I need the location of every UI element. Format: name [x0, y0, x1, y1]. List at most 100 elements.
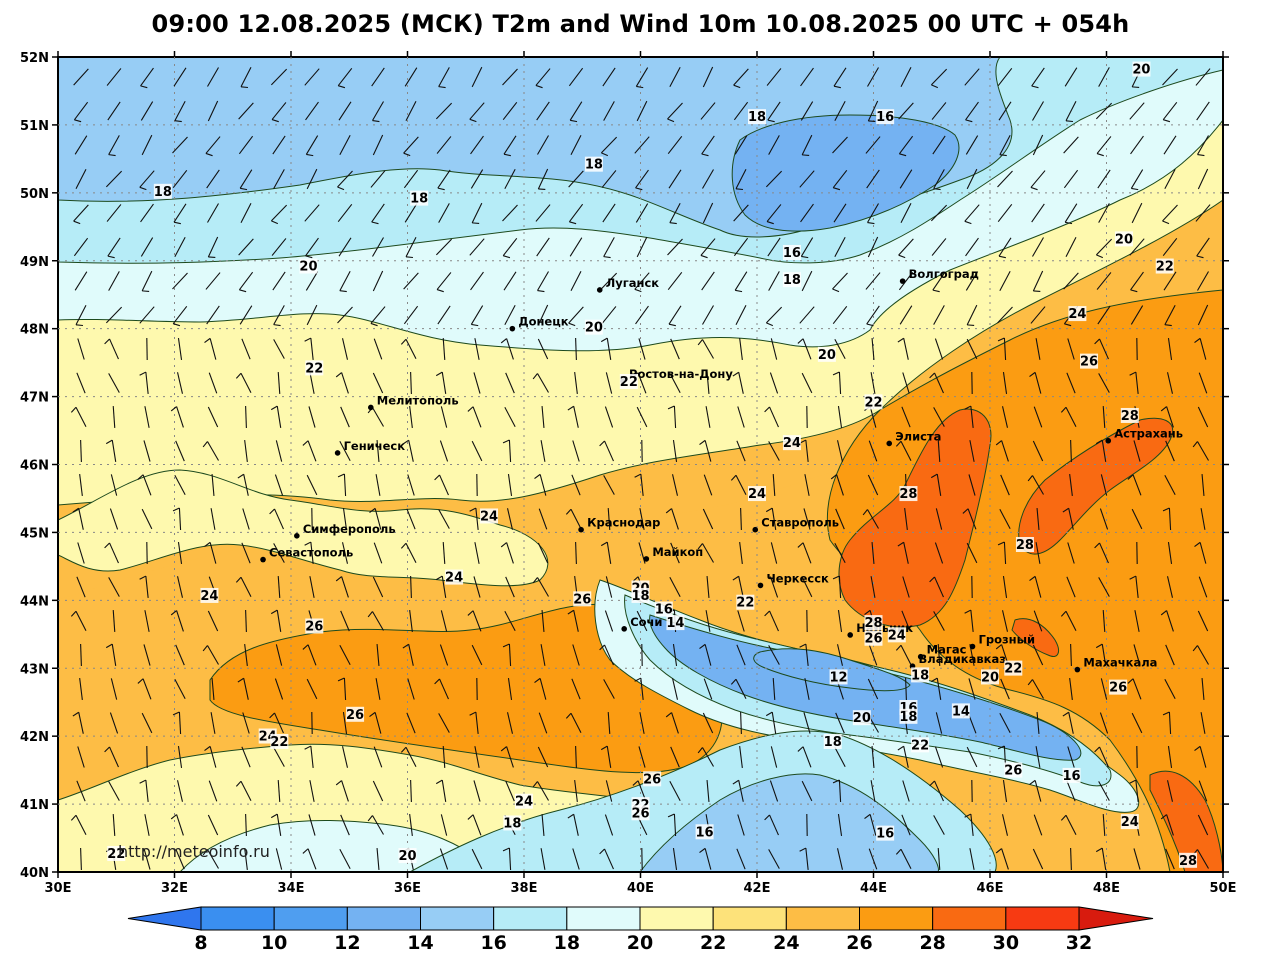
wind-barb — [1164, 679, 1176, 699]
wind-barb — [703, 678, 713, 700]
wind-barb — [1030, 170, 1046, 188]
wind-barb — [837, 610, 843, 632]
wind-barb — [404, 203, 418, 223]
wind-barb-flag — [568, 322, 576, 327]
wind-barb — [802, 542, 812, 564]
wind-barb-flag — [929, 780, 935, 787]
wind-barb — [934, 338, 944, 360]
wind-barb — [634, 136, 650, 154]
wind-barb — [606, 338, 612, 360]
wind-barb — [706, 779, 710, 803]
wind-barb — [805, 644, 809, 666]
wind-barb — [410, 779, 412, 803]
wind-barb — [505, 780, 515, 802]
city-dot — [596, 287, 603, 293]
wind-barb-flag — [1192, 645, 1198, 652]
wind-barb — [930, 68, 948, 86]
wind-barb-flag — [72, 507, 80, 513]
wind-barb — [1065, 100, 1077, 122]
wind-barb-flag — [139, 186, 147, 191]
wind-barb-flag — [237, 473, 245, 479]
wind-barb — [1001, 440, 1009, 462]
wind-barb-flag — [1196, 255, 1204, 259]
wind-barb — [207, 100, 219, 122]
wind-barb — [244, 644, 248, 666]
wind-barb — [832, 305, 848, 325]
wind-barb — [440, 406, 448, 428]
isoline-label-bg — [503, 815, 522, 831]
zone-22-24-crimea — [58, 469, 549, 587]
wind-barb — [337, 203, 353, 223]
wind-barb — [1001, 848, 1009, 870]
wind-barb — [76, 372, 86, 394]
wind-barb — [700, 102, 716, 120]
isoline-label-bg — [899, 708, 918, 724]
wind-barb — [869, 814, 877, 836]
wind-barb-flag — [999, 154, 1007, 157]
colorbar-swatch — [420, 906, 495, 931]
wind-barb — [1096, 272, 1112, 290]
wind-barb — [341, 338, 349, 360]
wind-barb-flag — [405, 256, 414, 259]
isoline-label-bg — [981, 669, 999, 685]
isoline-label-bg — [1004, 762, 1023, 778]
wind-barb-flag — [502, 439, 510, 444]
wind-barb — [670, 542, 680, 564]
wind-barb — [537, 746, 549, 768]
wind-barb — [999, 271, 1011, 291]
wind-barb — [1097, 169, 1111, 189]
wind-barb — [770, 338, 778, 360]
wind-barb — [440, 814, 448, 836]
wind-barb — [535, 204, 551, 222]
wind-barb — [73, 101, 89, 121]
wind-barb — [1200, 712, 1206, 734]
colorbar: 8 10 12 14 16 18 20 22 24 26 28 30 32 — [127, 906, 1154, 954]
wind-barb — [934, 746, 944, 768]
wind-barb — [606, 542, 612, 564]
wind-barb — [968, 678, 976, 700]
wind-barb-flag — [565, 712, 572, 719]
wind-barb — [540, 848, 546, 870]
wind-barb — [1032, 679, 1044, 699]
wind-barb-flag — [699, 847, 706, 853]
wind-barb — [110, 474, 118, 496]
wind-barb — [572, 440, 580, 462]
wind-barb — [143, 440, 151, 462]
wind-barb — [1032, 440, 1044, 462]
wind-barb — [410, 575, 412, 599]
wind-barb — [999, 509, 1011, 529]
wind-barb-flag — [995, 644, 1002, 650]
wind-barb-flag — [732, 779, 740, 785]
wind-barb — [1002, 372, 1008, 394]
wind-barb — [901, 814, 911, 836]
wind-barb-flag — [567, 813, 575, 819]
wind-barb — [964, 68, 980, 86]
wind-barb — [374, 508, 382, 530]
wind-barb — [705, 610, 711, 632]
wind-barb — [376, 643, 380, 667]
wind-barb — [966, 168, 978, 190]
wind-barb-flag — [797, 338, 804, 344]
wind-barb — [176, 814, 184, 836]
wind-barb-flag — [202, 849, 208, 856]
wind-barb — [1063, 169, 1079, 189]
wind-barb — [1197, 168, 1209, 190]
city-dot — [1105, 437, 1112, 444]
wind-barb — [403, 136, 419, 154]
colorbar-swatch — [273, 906, 348, 931]
wind-barb-flag — [930, 677, 938, 683]
wind-barb — [507, 474, 513, 496]
wind-barb — [309, 372, 315, 394]
wind-barb — [270, 204, 288, 222]
wind-barb — [966, 304, 978, 326]
wind-barb — [771, 712, 777, 734]
city-label: Волгоград — [909, 267, 979, 281]
wind-barb — [738, 780, 744, 802]
isoline-label-bg — [887, 627, 906, 643]
wind-barb — [470, 169, 484, 189]
isoline-label: 20 — [853, 711, 871, 726]
wind-barb — [1130, 169, 1144, 189]
wind-barb-flag — [137, 474, 144, 480]
colorbar-over-arrow — [1078, 906, 1154, 931]
wind-barb — [107, 101, 121, 121]
